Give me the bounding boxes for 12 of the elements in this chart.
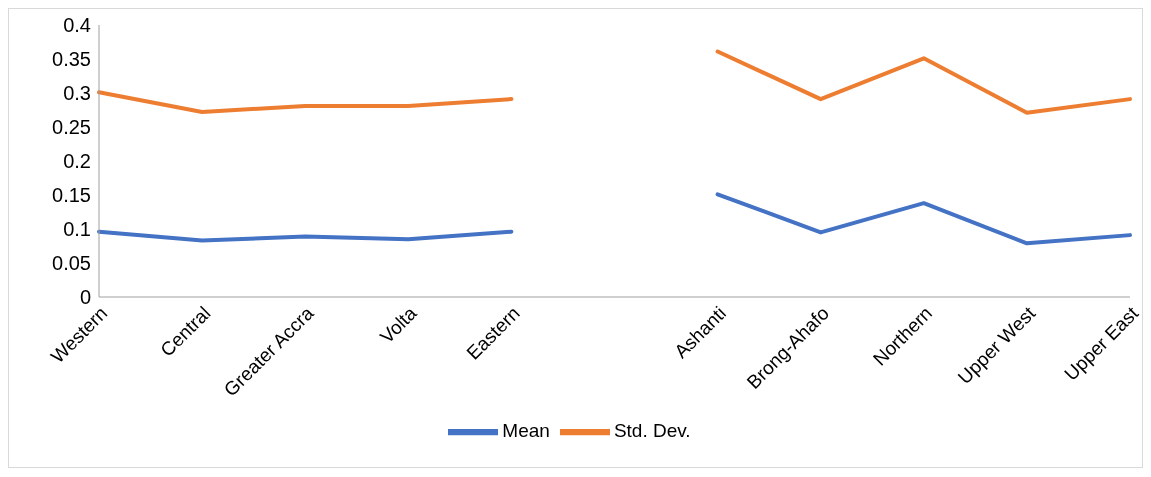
legend-label: Mean xyxy=(502,420,550,442)
y-tick-label: 0.35 xyxy=(52,48,91,71)
x-tick-label: Volta xyxy=(375,302,421,348)
y-tick-label: 0 xyxy=(79,286,91,309)
y-tick-label: 0.3 xyxy=(63,82,91,105)
y-tick-label: 0.15 xyxy=(52,184,91,207)
y-tick-label: 0.05 xyxy=(52,252,91,275)
y-tick-label: 0.25 xyxy=(52,116,91,139)
y-tick-label: 0.1 xyxy=(63,218,91,241)
y-tick-label: 0.2 xyxy=(63,150,91,173)
legend-label: Std. Dev. xyxy=(613,420,691,442)
y-tick-label: 0.4 xyxy=(63,14,91,37)
